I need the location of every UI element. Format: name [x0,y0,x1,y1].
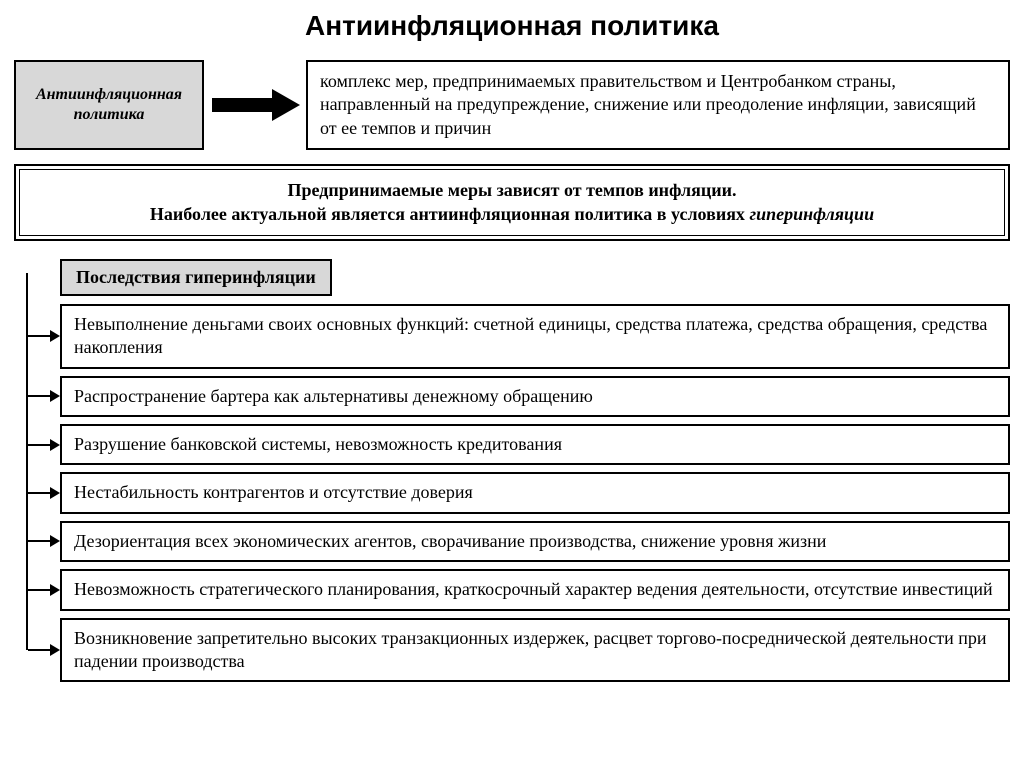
consequence-item: Разрушение банковской системы, невозможн… [60,424,1010,465]
consequence-item: Невозможность стратегического планирован… [60,569,1010,610]
branch-arrow [28,439,60,451]
branch-line [28,444,50,446]
consequence-item: Дезориентация всех экономических агентов… [60,521,1010,562]
arrow-right-icon [50,330,60,342]
consequence-item-text: Распространение бартера как альтернативы… [74,386,593,406]
branch-arrow [28,487,60,499]
page-title: Антиинфляционная политика [14,10,1010,42]
measures-box-outer: Предпринимаемые меры зависят от темпов и… [14,164,1010,241]
arrow-right-icon [50,644,60,656]
consequence-item-text: Дезориентация всех экономических агентов… [74,531,826,551]
consequence-item: Невыполнение деньгами своих основных фун… [60,304,1010,369]
branch-line [28,492,50,494]
consequences-header: Последствия гиперинфляции [60,259,332,296]
branch-arrow [28,330,60,342]
definition-term-box: Антиинфляционная политика [14,60,204,150]
measures-line2-italic: гиперинфляции [749,204,874,224]
arrow-head-icon [272,89,300,121]
consequences-header-text: Последствия гиперинфляции [76,267,316,287]
branch-line [28,589,50,591]
consequence-item-text: Невозможность стратегического планирован… [74,579,993,599]
arrow-right-icon [50,439,60,451]
arrow-right-icon [50,584,60,596]
measures-line1: Предпринимаемые меры зависят от темпов и… [34,178,990,202]
arrow-right-icon [50,535,60,547]
definition-text-box: комплекс мер, предпринимаемых правительс… [306,60,1010,150]
branch-arrow [28,644,60,656]
arrow-shaft [212,98,272,112]
definition-arrow [204,60,306,150]
branch-arrow [28,390,60,402]
consequence-item-text: Невыполнение деньгами своих основных фун… [74,314,987,357]
arrow-right-icon [50,487,60,499]
definition-text: комплекс мер, предпринимаемых правительс… [320,71,976,138]
measures-line2-prefix: Наиболее актуальной является антиинфляци… [150,204,750,224]
consequences-section: Последствия гиперинфляции Невыполнение д… [14,259,1010,683]
branch-arrow [28,584,60,596]
measures-line2: Наиболее актуальной является антиинфляци… [34,202,990,226]
consequence-item: Возникновение запретительно высоких тран… [60,618,1010,683]
arrow-right-icon [50,390,60,402]
branch-arrow [28,535,60,547]
consequence-item-text: Нестабильность контрагентов и отсутствие… [74,482,473,502]
consequence-item-text: Возникновение запретительно высоких тран… [74,628,987,671]
definition-term-text: Антиинфляционная политика [28,85,190,125]
branch-line [28,540,50,542]
consequence-item-text: Разрушение банковской системы, невозможн… [74,434,562,454]
definition-row: Антиинфляционная политика комплекс мер, … [14,60,1010,150]
measures-box-inner: Предпринимаемые меры зависят от темпов и… [19,169,1005,236]
consequence-item: Распространение бартера как альтернативы… [60,376,1010,417]
branch-line [28,649,50,651]
consequences-list: Невыполнение деньгами своих основных фун… [60,304,1010,683]
consequence-item: Нестабильность контрагентов и отсутствие… [60,472,1010,513]
branch-line [28,395,50,397]
branch-line [28,335,50,337]
